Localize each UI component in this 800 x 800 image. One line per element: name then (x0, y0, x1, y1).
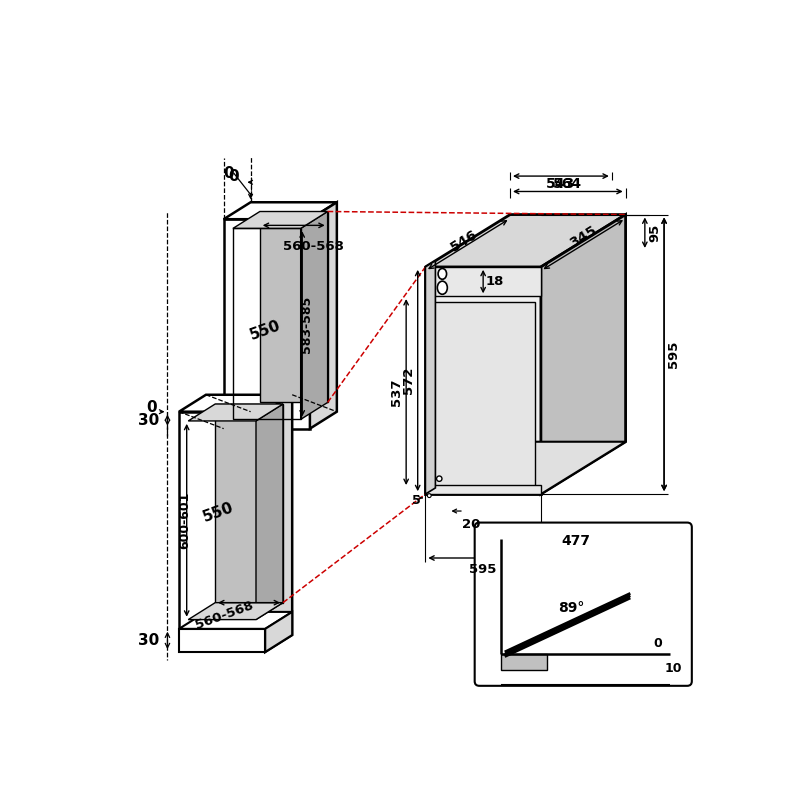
Text: 10: 10 (665, 662, 682, 674)
Bar (426, 485, 541, 494)
Ellipse shape (427, 494, 431, 498)
Polygon shape (260, 211, 328, 402)
Text: 550: 550 (201, 500, 236, 525)
Polygon shape (310, 202, 337, 429)
Polygon shape (233, 211, 328, 229)
Ellipse shape (437, 476, 442, 482)
Polygon shape (426, 267, 541, 494)
Bar (426, 267, 541, 296)
Text: 30: 30 (138, 413, 159, 428)
Text: 560-568: 560-568 (283, 240, 344, 253)
FancyBboxPatch shape (474, 522, 692, 686)
Polygon shape (188, 404, 283, 421)
Text: 564: 564 (554, 177, 582, 190)
Polygon shape (256, 404, 283, 619)
Polygon shape (179, 412, 266, 629)
Text: 0: 0 (146, 400, 158, 415)
Ellipse shape (438, 281, 447, 294)
Text: 572: 572 (402, 367, 415, 394)
Text: 537: 537 (390, 378, 402, 406)
Text: 95: 95 (648, 224, 662, 242)
Text: 30: 30 (138, 633, 159, 648)
Polygon shape (224, 219, 310, 429)
Polygon shape (179, 629, 266, 652)
Text: 0: 0 (224, 166, 234, 181)
Text: 595: 595 (667, 341, 680, 368)
Polygon shape (426, 442, 626, 494)
Text: 5: 5 (412, 494, 421, 506)
Polygon shape (215, 404, 283, 602)
Text: 18: 18 (486, 275, 504, 288)
Text: 89°: 89° (558, 601, 585, 615)
Text: 543: 543 (546, 177, 575, 190)
Ellipse shape (438, 269, 446, 279)
Bar (233, 229, 301, 419)
Text: 546: 546 (448, 227, 480, 254)
Text: 595: 595 (470, 563, 497, 576)
Bar (501, 654, 547, 670)
Text: 550: 550 (248, 318, 282, 342)
Text: 560-568: 560-568 (194, 598, 255, 631)
Polygon shape (224, 202, 337, 219)
Polygon shape (266, 612, 292, 652)
Polygon shape (541, 214, 626, 494)
Polygon shape (426, 261, 435, 494)
Bar (431, 302, 534, 488)
Text: 477: 477 (561, 534, 590, 548)
Polygon shape (179, 394, 292, 412)
Text: 600-601: 600-601 (178, 491, 192, 549)
Polygon shape (266, 394, 292, 652)
Text: 0: 0 (654, 637, 662, 650)
Text: 0: 0 (228, 170, 239, 184)
Text: 20: 20 (462, 518, 481, 530)
Polygon shape (179, 612, 292, 629)
Polygon shape (426, 214, 626, 267)
Polygon shape (188, 602, 283, 619)
Text: 583-585: 583-585 (300, 295, 314, 353)
Text: 345: 345 (567, 223, 599, 250)
Polygon shape (301, 211, 328, 419)
